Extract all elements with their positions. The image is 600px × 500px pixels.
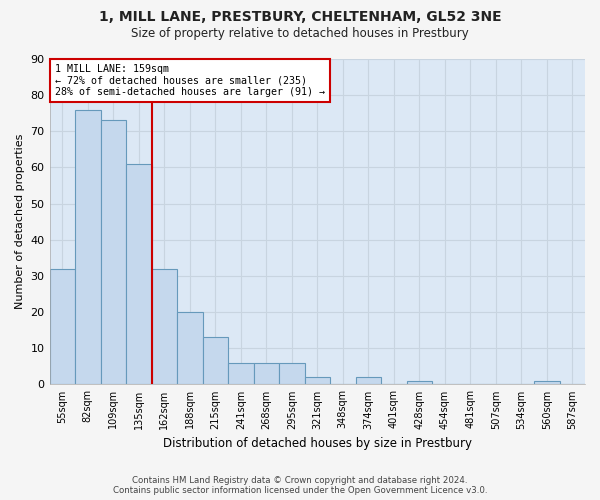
X-axis label: Distribution of detached houses by size in Prestbury: Distribution of detached houses by size …: [163, 437, 472, 450]
Bar: [177, 312, 203, 384]
Bar: [126, 164, 152, 384]
Bar: [228, 362, 254, 384]
Bar: [50, 268, 75, 384]
Bar: [534, 381, 560, 384]
Bar: [407, 381, 432, 384]
Y-axis label: Number of detached properties: Number of detached properties: [15, 134, 25, 310]
Bar: [152, 268, 177, 384]
Bar: [75, 110, 101, 384]
Bar: [356, 377, 381, 384]
Bar: [305, 377, 330, 384]
Text: 1 MILL LANE: 159sqm
← 72% of detached houses are smaller (235)
28% of semi-detac: 1 MILL LANE: 159sqm ← 72% of detached ho…: [55, 64, 325, 97]
Bar: [254, 362, 279, 384]
Bar: [101, 120, 126, 384]
Bar: [279, 362, 305, 384]
Text: Contains HM Land Registry data © Crown copyright and database right 2024.
Contai: Contains HM Land Registry data © Crown c…: [113, 476, 487, 495]
Text: Size of property relative to detached houses in Prestbury: Size of property relative to detached ho…: [131, 28, 469, 40]
Text: 1, MILL LANE, PRESTBURY, CHELTENHAM, GL52 3NE: 1, MILL LANE, PRESTBURY, CHELTENHAM, GL5…: [98, 10, 502, 24]
Bar: [203, 338, 228, 384]
